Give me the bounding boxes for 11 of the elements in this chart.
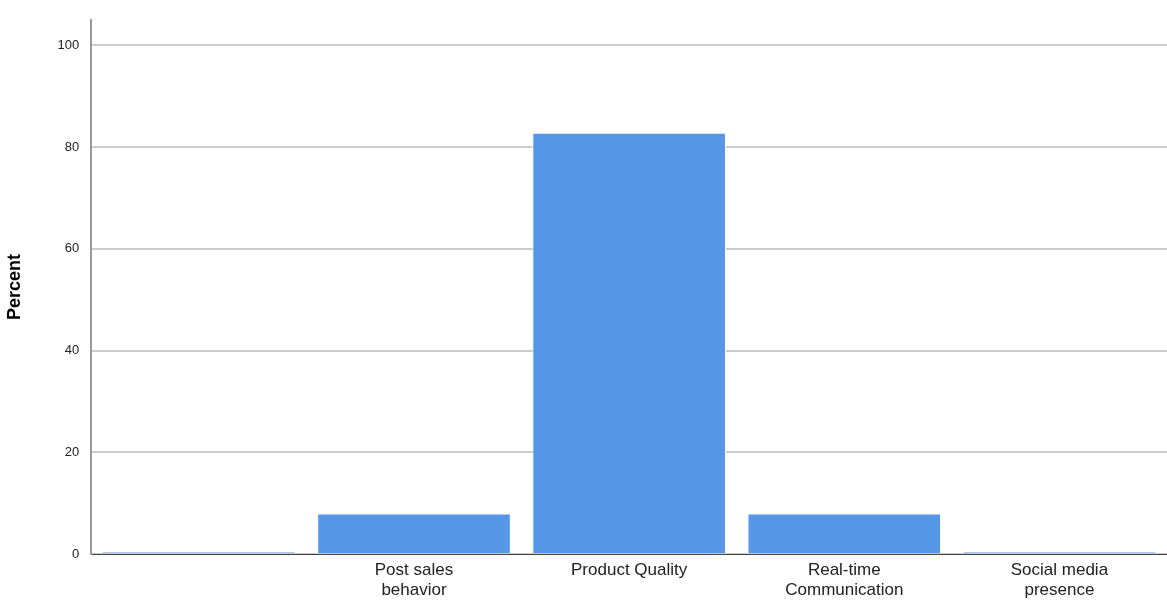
x-tick-label: Real-time Communication [785,560,904,600]
y-tick-label: 80 [64,138,80,154]
y-tick-label: 100 [57,36,80,52]
y-tick-label: 40 [64,342,80,358]
y-tick-label: 20 [64,443,80,459]
y-tick-label: 0 [72,545,80,561]
x-tick-label: Post sales behavior [374,560,454,600]
y-axis-title: Percent [3,253,24,321]
x-tick-label: Product Quality [571,560,688,580]
y-tick-label: 60 [64,240,80,256]
x-tick-label: Social media presence [1010,560,1109,600]
